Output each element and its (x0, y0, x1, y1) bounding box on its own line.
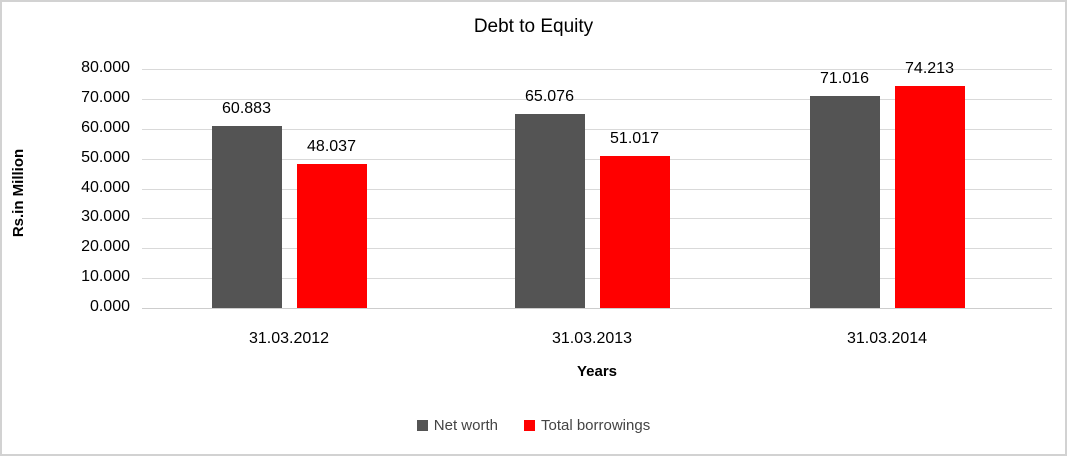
gridline (142, 99, 1052, 100)
y-tick-label: 40.000 (81, 179, 130, 196)
y-tick-label: 20.000 (81, 238, 130, 255)
x-tick-label: 31.03.2012 (248, 330, 330, 347)
legend-label: Net worth (433, 417, 498, 434)
legend: Net worth Total borrowings (2, 417, 1065, 434)
y-tick-label: 50.000 (81, 149, 130, 166)
legend-swatch (416, 420, 428, 431)
bar-total-borrowings (296, 164, 367, 308)
gridline (142, 69, 1052, 70)
bar-value-label: 65.076 (525, 88, 574, 105)
gridline (142, 218, 1052, 219)
bar-total-borrowings (894, 86, 965, 308)
bar-net-worth (514, 114, 585, 308)
bar-value-label: 48.037 (307, 138, 356, 155)
y-tick-label: 30.000 (81, 208, 130, 225)
legend-item-total-borrowings: Total borrowings (523, 417, 651, 434)
chart-title: Debt to Equity (473, 16, 594, 37)
bar-value-label: 51.017 (610, 130, 659, 147)
y-tick-label: 60.000 (81, 119, 130, 136)
x-tick-label: 31.03.2013 (551, 330, 633, 347)
gridline (142, 129, 1052, 130)
bar-total-borrowings (599, 156, 670, 308)
gridline (142, 308, 1052, 309)
gridline (142, 159, 1052, 160)
x-axis-title: Years (576, 363, 618, 380)
y-axis-title: Rs.in Million (10, 148, 27, 238)
x-tick-label: 31.03.2014 (846, 330, 928, 347)
bar-value-label: 71.016 (820, 70, 869, 87)
bar-net-worth (211, 126, 282, 308)
gridline (142, 248, 1052, 249)
legend-item-net-worth: Net worth (416, 417, 498, 434)
legend-label: Total borrowings (540, 417, 651, 434)
y-tick-label: 0.000 (89, 298, 130, 315)
y-tick-label: 80.000 (81, 59, 130, 76)
gridline (142, 189, 1052, 190)
gridline (142, 278, 1052, 279)
y-tick-label: 10.000 (81, 268, 130, 285)
bar-value-label: 74.213 (905, 60, 954, 77)
bar-value-label: 60.883 (222, 100, 271, 117)
y-tick-label: 70.000 (81, 89, 130, 106)
bar-net-worth (809, 96, 880, 308)
legend-swatch (523, 420, 535, 431)
